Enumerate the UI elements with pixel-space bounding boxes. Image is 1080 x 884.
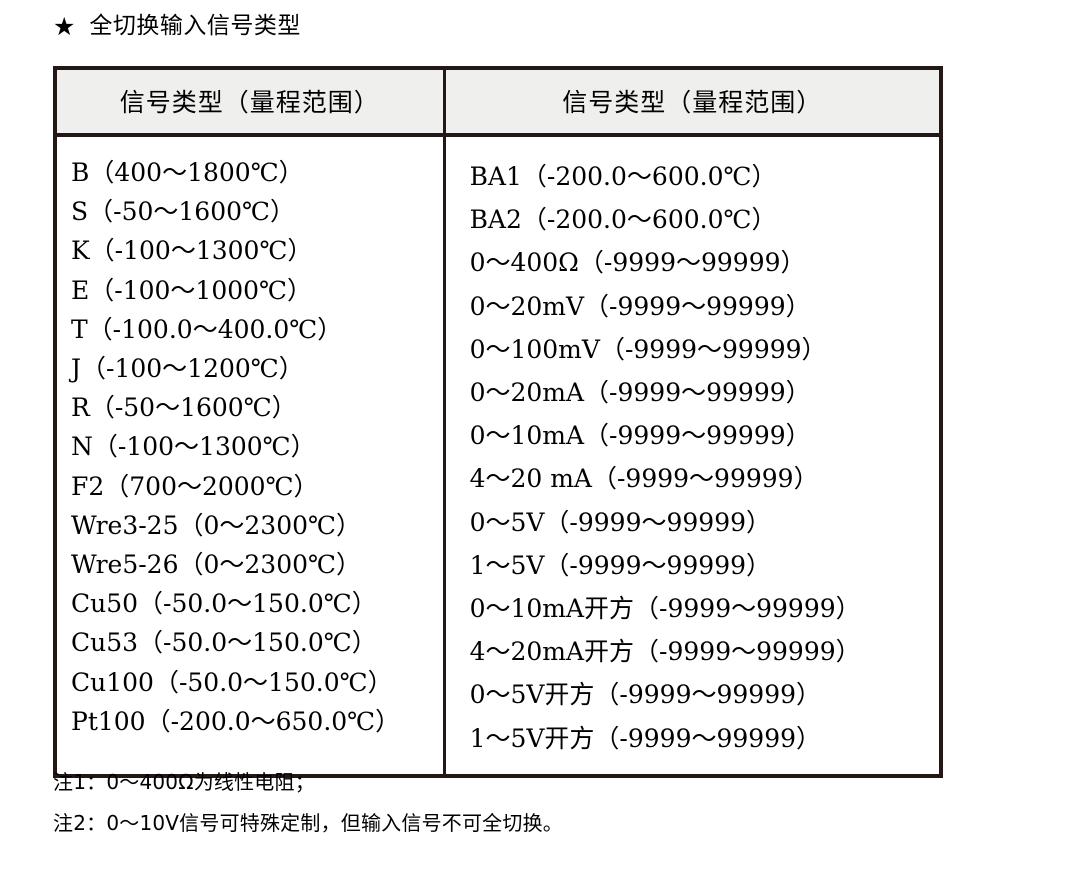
- table-header-right: 信号类型（量程范围）: [562, 88, 823, 117]
- list-item: 0～5V开方（-9999～99999）: [469, 680, 822, 710]
- signal-list-right: BA1（-200.0～600.0℃） BA2（-200.0～600.0℃） 0～…: [470, 155, 939, 760]
- table-header-left: 信号类型（量程范围）: [57, 70, 446, 133]
- table-cell-right: BA1（-200.0～600.0℃） BA2（-200.0～600.0℃） 0～…: [446, 137, 939, 774]
- list-item: 4～20mA开方（-9999～99999）: [469, 637, 861, 667]
- list-item: F2（700～2000℃）: [71, 471, 319, 501]
- list-item: R（-50～1600℃）: [71, 393, 297, 423]
- list-item: N（-100～1300℃）: [71, 432, 316, 462]
- list-item: BA1（-200.0～600.0℃）: [469, 162, 777, 191]
- list-item: K（-100～1300℃）: [71, 236, 313, 266]
- signal-type-table: 信号类型（量程范围） 信号类型（量程范围） B（400～1800℃） S（-50…: [53, 66, 943, 778]
- list-item: 1～5V（-9999～99999）: [469, 550, 772, 580]
- list-item: Pt100（-200.0～650.0℃）: [71, 706, 401, 736]
- signal-list-left: B（400～1800℃） S（-50～1600℃） K（-100～1300℃） …: [71, 153, 443, 741]
- list-item: 0～400Ω（-9999～99999）: [469, 248, 806, 278]
- list-item: 0～10mA（-9999～99999）: [469, 421, 811, 451]
- list-item: BA2（-200.0～600.0℃）: [469, 205, 777, 235]
- section-title: ★ 全切换输入信号类型: [53, 14, 301, 39]
- list-item: T（-100.0～400.0℃）: [71, 314, 343, 344]
- list-item: 1～5V开方（-9999～99999）: [469, 723, 822, 753]
- list-item: 0～20mV（-9999～99999）: [469, 291, 811, 321]
- list-item: B（400～1800℃）: [71, 158, 304, 187]
- list-item: Cu53（-50.0～150.0℃）: [71, 628, 377, 658]
- footnotes: 注1：0～400Ω为线性电阻； 注2：0～10V信号可特殊定制，但输入信号不可全…: [53, 762, 1013, 844]
- table-body-row: B（400～1800℃） S（-50～1600℃） K（-100～1300℃） …: [57, 137, 939, 774]
- star-icon: ★: [53, 12, 76, 41]
- list-item: 4～20 mA（-9999～99999）: [469, 464, 819, 494]
- footnote-1: 注1：0～400Ω为线性电阻；: [53, 770, 315, 794]
- list-item: Wre5-26（0～2300℃）: [71, 550, 361, 580]
- list-item: Cu50（-50.0～150.0℃）: [71, 589, 377, 619]
- footnote-2: 注2：0～10V信号可特殊定制，但输入信号不可全切换。: [53, 811, 563, 835]
- section-title-text: 全切换输入信号类型: [89, 13, 301, 39]
- table-header-row: 信号类型（量程范围） 信号类型（量程范围）: [57, 70, 939, 137]
- list-item: 0～5V（-9999～99999）: [469, 507, 772, 537]
- list-item: Cu100（-50.0～150.0℃）: [71, 667, 393, 697]
- list-item: 0～10mA开方（-9999～99999）: [469, 594, 861, 624]
- table-cell-left: B（400～1800℃） S（-50～1600℃） K（-100～1300℃） …: [57, 137, 446, 774]
- list-item: J（-100～1200℃）: [71, 354, 304, 384]
- list-item: S（-50～1600℃）: [71, 197, 295, 227]
- list-item: Wre3-25（0～2300℃）: [71, 510, 361, 540]
- list-item: 0～100mV（-9999～99999）: [469, 334, 827, 364]
- list-item: 0～20mA（-9999～99999）: [469, 378, 811, 408]
- list-item: E（-100～1000℃）: [71, 275, 313, 305]
